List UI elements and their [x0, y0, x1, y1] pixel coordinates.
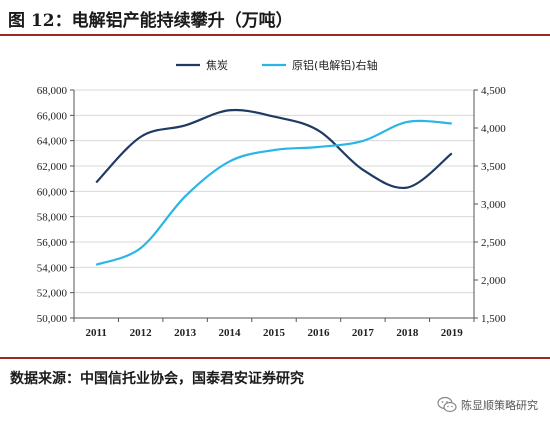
- left-tick-label: 50,000: [37, 313, 68, 325]
- right-tick-label: 3,000: [481, 199, 506, 211]
- line-chart: 50,000 52,000 54,000 56,000 58,000 60,000 62,0…: [37, 58, 507, 339]
- x-axis-ticks: 2011 2012 2013 2014 2015 2016 2017 2018 2019: [73, 318, 475, 339]
- left-tick-label: 66,000: [37, 110, 68, 122]
- x-tick-label: 2012: [130, 327, 153, 339]
- left-tick-label: 56,000: [37, 237, 68, 249]
- legend-item-coke: 焦炭: [176, 59, 228, 72]
- legend-label: 焦炭: [206, 59, 228, 72]
- top-divider: [0, 34, 550, 36]
- left-tick-label: 60,000: [37, 186, 68, 198]
- watermark-text: 陈显顺策略研究: [461, 399, 538, 412]
- chart-legend: 焦炭 原铝(电解铝)右轴: [176, 58, 378, 72]
- chart-axes: [73, 90, 475, 319]
- left-tick-label: 68,000: [37, 85, 68, 97]
- left-tick-label: 62,000: [37, 161, 68, 173]
- left-tick-label: 54,000: [37, 262, 68, 274]
- x-tick-label: 2019: [441, 327, 464, 339]
- left-tick-label: 64,000: [37, 136, 68, 148]
- left-tick-label: 52,000: [37, 288, 68, 300]
- legend-label: 原铝(电解铝)右轴: [292, 58, 378, 72]
- wechat-icon: [437, 396, 457, 413]
- x-tick-label: 2013: [174, 327, 197, 339]
- source-note: 数据来源：中国信托业协会，国泰君安证券研究: [10, 371, 304, 387]
- series-line-coke: [95, 108, 453, 190]
- bottom-divider: [0, 357, 550, 359]
- x-tick-label: 2017: [352, 327, 375, 339]
- x-tick-label: 2014: [219, 327, 242, 339]
- right-tick-label: 2,000: [481, 275, 506, 287]
- right-tick-label: 2,500: [481, 237, 506, 249]
- chart-series: [95, 108, 453, 266]
- right-tick-label: 3,500: [481, 161, 506, 173]
- right-tick-label: 4,500: [481, 85, 506, 97]
- right-tick-label: 4,000: [481, 123, 506, 135]
- figure-header: 图 12：电解铝产能持续攀升（万吨）: [0, 0, 550, 34]
- x-tick-label: 2015: [263, 327, 286, 339]
- x-tick-label: 2016: [307, 327, 330, 339]
- right-tick-label: 1,500: [481, 313, 506, 325]
- x-tick-label: 2018: [396, 327, 419, 339]
- legend-item-aluminum: 原铝(电解铝)右轴: [262, 58, 378, 72]
- series-line-aluminum: [95, 119, 452, 266]
- left-axis-ticks: 50,000 52,000 54,000 56,000 58,000 60,000 62,0…: [37, 85, 74, 325]
- x-tick-label: 2011: [86, 327, 107, 339]
- right-axis-ticks: 1,500 2,000 2,500 3,000 3,500 4,000 4,500: [474, 85, 506, 325]
- left-tick-label: 58,000: [37, 212, 68, 224]
- figure-title: 图 12：电解铝产能持续攀升（万吨）: [8, 11, 293, 31]
- watermark: 陈显顺策略研究: [437, 394, 538, 416]
- chart-grid: [74, 89, 474, 319]
